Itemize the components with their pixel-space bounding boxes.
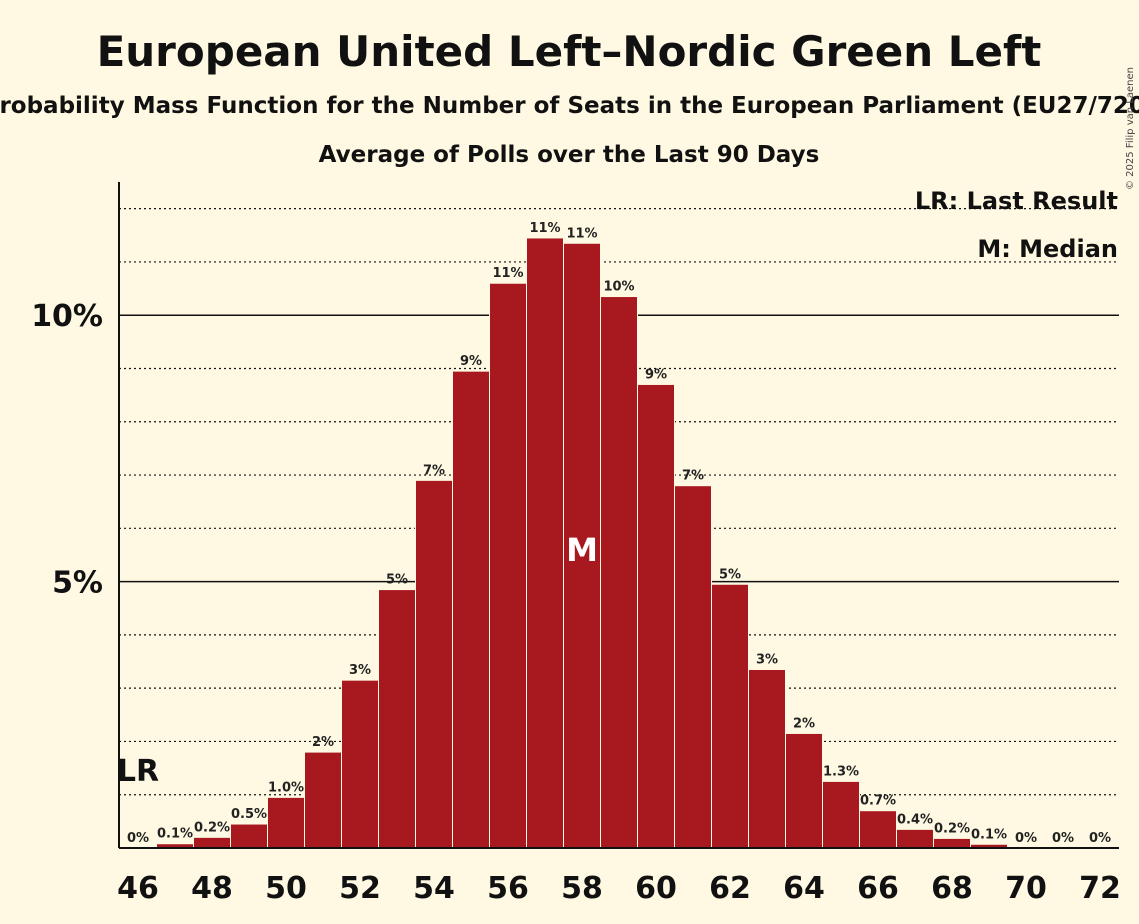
bar-label-seat-50: 1.0% (268, 780, 304, 795)
bar-label-seat-61: 7% (682, 469, 704, 484)
bar-labels: 0% 0.1% 0.2%0.5%1.0%2%3%5%7%9%11%11% 11%10%… (127, 221, 1111, 846)
bar-label-seat-68: 0.2% (934, 821, 970, 836)
bar-label-seat-62: 5% (719, 567, 741, 582)
legend-last-result: LR: Last Result (915, 187, 1118, 215)
x-tick-label: 50 (265, 871, 307, 906)
bar-label-seat-46: 0% (127, 831, 149, 846)
x-tick-label: 54 (413, 871, 455, 906)
bar-label-seat-65: 1.3% (823, 764, 859, 779)
bars (156, 237, 1008, 849)
x-tick-label: 56 (487, 871, 529, 906)
bar-seat-65 (822, 780, 860, 849)
bar-seat-50 (267, 796, 305, 849)
bar-label-seat-55: 9% (460, 354, 482, 369)
y-tick-label: 5% (52, 566, 103, 601)
last-result-marker: LR (117, 754, 159, 789)
bar-seat-55 (452, 370, 490, 849)
bar-label-seat-63: 3% (756, 653, 778, 668)
chart-subtitle-2: Average of Polls over the Last 90 Days (319, 142, 820, 168)
bar-label-seat-64: 2% (793, 716, 815, 731)
bar-seat-66 (859, 810, 897, 849)
bar-label-seat-59: 10% (603, 280, 634, 295)
x-tick-label: 68 (931, 871, 973, 906)
bar-seat-68 (933, 837, 971, 849)
bar-seat-54 (415, 479, 453, 849)
bar-seat-61 (674, 485, 712, 849)
x-tick-label: 58 (561, 871, 603, 906)
bar-seat-51 (304, 751, 342, 849)
bar-seat-56 (489, 282, 527, 849)
bar-seat-52 (341, 679, 379, 849)
x-tick-label: 62 (709, 871, 751, 906)
bar-label-seat-58: 11% (566, 226, 597, 241)
x-tick-label: 64 (783, 871, 825, 906)
bar-label-seat-56: 11% (492, 266, 523, 281)
bar-label-seat-48: 0.2% (194, 820, 230, 835)
bar-seat-49 (230, 823, 268, 849)
bar-label-seat-69: 0.1% (971, 827, 1007, 842)
bar-label-seat-72: 0% (1089, 831, 1111, 846)
x-tick-label: 52 (339, 871, 381, 906)
x-tick-label: 60 (635, 871, 677, 906)
chart-title: European United Left–Nordic Green Left (97, 27, 1042, 76)
bar-label-seat-54: 7% (423, 463, 445, 478)
bar-seat-63 (748, 669, 786, 849)
bar-seat-57 (526, 237, 564, 849)
bar-label-seat-66: 0.7% (860, 794, 896, 809)
legend-median: M: Median (977, 235, 1118, 263)
x-ticks: 46 48 50 52 54 56 58 60 62 64 66 68 70 72 (117, 871, 1121, 906)
x-tick-label: 72 (1079, 871, 1121, 906)
bar-seat-59 (600, 296, 638, 849)
bar-label-seat-51: 2% (312, 735, 334, 750)
y-tick-label: 10% (31, 299, 103, 334)
x-tick-label: 48 (191, 871, 233, 906)
bar-seat-58 (563, 242, 601, 849)
y-ticks: 5% 10% (31, 299, 103, 600)
bar-label-seat-49: 0.5% (231, 807, 267, 822)
bar-label-seat-67: 0.4% (897, 812, 933, 827)
bar-seat-53 (378, 589, 416, 849)
x-tick-label: 66 (857, 871, 899, 906)
copyright-text: © 2025 Filip van Laenen (1125, 67, 1136, 190)
bar-label-seat-71: 0% (1052, 831, 1074, 846)
bar-label-seat-70: 0% (1015, 831, 1037, 846)
bar-seat-64 (785, 732, 823, 849)
bar-seat-62 (711, 583, 749, 849)
bar-label-seat-47: 0.1% (157, 827, 193, 842)
x-tick-label: 70 (1005, 871, 1047, 906)
bar-seat-67 (896, 828, 934, 849)
bar-label-seat-57: 11% (529, 221, 560, 236)
chart-subtitle: Probability Mass Function for the Number… (0, 93, 1139, 119)
bar-label-seat-53: 5% (386, 573, 408, 588)
bar-label-seat-60: 9% (645, 367, 667, 382)
bar-seat-60 (637, 383, 675, 849)
median-marker: M (566, 531, 598, 569)
x-tick-label: 46 (117, 871, 159, 906)
bar-label-seat-52: 3% (349, 663, 371, 678)
bar-seat-48 (193, 836, 231, 849)
